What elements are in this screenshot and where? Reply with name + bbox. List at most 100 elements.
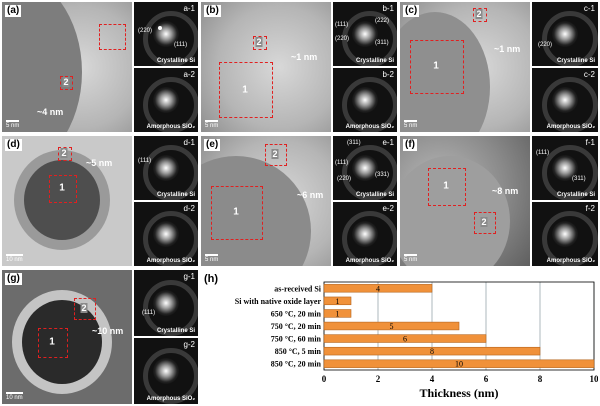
bar-data-label: 8 bbox=[430, 347, 434, 356]
fft-ring bbox=[143, 348, 198, 404]
fft-caption: Amorphous SiO₂ bbox=[345, 258, 394, 264]
fft-e2: e-2 Amorphous SiO₂ bbox=[333, 202, 397, 266]
x-tick-label: 6 bbox=[484, 374, 489, 384]
fft-a1: a-1 (220) (111) Crystalline Si bbox=[134, 2, 198, 66]
fft-center bbox=[552, 21, 578, 47]
fft-c2: c-2 Amorphous SiO₂ bbox=[532, 68, 598, 132]
panel-label: (e) bbox=[204, 139, 221, 151]
fft-ring bbox=[542, 145, 598, 200]
hkl-label: (222) bbox=[375, 18, 390, 24]
hkl-label: (111) bbox=[174, 42, 188, 48]
fft-d1: d-1 (111) Crystalline Si bbox=[134, 136, 198, 200]
fft-ring bbox=[143, 145, 198, 200]
hkl-label: (111) bbox=[536, 150, 550, 156]
fft-caption: Crystalline Si bbox=[156, 58, 195, 64]
thickness-label: ~4 nm bbox=[37, 107, 64, 117]
fft-caption: Crystalline Si bbox=[355, 58, 394, 64]
region-number: 2 bbox=[80, 303, 88, 313]
tem-panel-d: (d) 1 2 ~5 nm 10 nm bbox=[2, 136, 132, 266]
fft-center bbox=[153, 221, 179, 247]
region-number: 1 bbox=[233, 206, 239, 218]
bar-data-label: 5 bbox=[390, 322, 394, 331]
fft-a2: a-2 Amorphous SiO₂ bbox=[134, 68, 198, 132]
thickness-label: ~1 nm bbox=[494, 44, 521, 54]
x-tick-label: 10 bbox=[590, 374, 599, 384]
fft-center bbox=[352, 221, 378, 247]
panel-label: (f) bbox=[403, 139, 417, 151]
fft-g2: g-2 Amorphous SiO₂ bbox=[134, 338, 198, 404]
x-axis-title: Thickness (nm) bbox=[419, 386, 498, 400]
fft-ring bbox=[342, 145, 397, 200]
x-tick-label: 4 bbox=[430, 374, 435, 384]
region-box bbox=[58, 147, 72, 161]
region-box bbox=[265, 144, 287, 166]
region-number: 1 bbox=[49, 336, 55, 348]
particle-shell bbox=[2, 2, 82, 132]
scale-bar: 5 nm bbox=[6, 120, 20, 129]
fft-ring bbox=[143, 211, 198, 266]
fft-id: c-2 bbox=[583, 70, 595, 79]
fft-id: b-2 bbox=[382, 70, 394, 79]
fft-f2: f-2 Amorphous SiO₂ bbox=[532, 202, 598, 266]
fft-ring bbox=[143, 280, 198, 336]
x-tick-label: 0 bbox=[322, 374, 327, 384]
region-number: 1 bbox=[59, 182, 65, 194]
scale-bar: 5 nm bbox=[205, 120, 219, 129]
fft-id: d-2 bbox=[183, 204, 195, 213]
region-box bbox=[38, 328, 68, 358]
fft-center bbox=[153, 21, 179, 47]
panel-label: (h) bbox=[204, 273, 219, 285]
fft-id: e-2 bbox=[382, 204, 394, 213]
bar-data-label: 6 bbox=[403, 335, 407, 344]
hkl-label: (220) bbox=[138, 28, 153, 34]
region-number: 2 bbox=[480, 217, 488, 227]
fft-f1: f-1 (111) (311) Crystalline Si bbox=[532, 136, 598, 200]
region-box bbox=[410, 40, 464, 94]
fft-caption: Crystalline Si bbox=[156, 192, 195, 198]
thickness-label: ~10 nm bbox=[92, 326, 124, 336]
y-category-label: 750 °C, 60 min bbox=[271, 335, 322, 344]
fft-ring bbox=[542, 211, 598, 266]
bar bbox=[323, 346, 541, 356]
bar-data-label: 4 bbox=[376, 284, 380, 293]
fft-id: e-1 bbox=[382, 138, 394, 147]
scale-bar: 10 nm bbox=[6, 392, 23, 401]
region-number: 1 bbox=[443, 180, 449, 192]
fft-id: g-1 bbox=[183, 272, 195, 281]
fft-caption: Crystalline Si bbox=[355, 192, 394, 198]
region-box bbox=[428, 168, 466, 206]
fft-center bbox=[153, 87, 179, 113]
panel-label: (b) bbox=[204, 5, 221, 17]
hkl-label: (331) bbox=[375, 172, 390, 178]
fft-caption: Amorphous SiO₂ bbox=[146, 258, 195, 264]
tem-panel-a: (a) 2 ~4 nm 5 nm bbox=[2, 2, 132, 132]
fft-b1: b-1 (111) (222) (220) (311) Crystalline … bbox=[333, 2, 397, 66]
fft-id: f-1 bbox=[585, 138, 595, 147]
region-box bbox=[74, 298, 96, 320]
fft-caption: Amorphous SiO₂ bbox=[546, 124, 595, 130]
region-box bbox=[49, 175, 77, 203]
fft-center bbox=[352, 87, 378, 113]
diffraction-spot bbox=[158, 26, 162, 30]
hkl-label: (220) bbox=[538, 42, 553, 48]
fft-ring bbox=[143, 11, 198, 66]
fft-center bbox=[153, 155, 179, 181]
y-category-label: 750 °C, 20 min bbox=[271, 322, 322, 331]
bar bbox=[323, 334, 487, 343]
thickness-label: ~8 nm bbox=[492, 186, 519, 196]
fft-ring bbox=[542, 77, 598, 132]
fft-e1: e-1 (311) (111) (220) (331) Crystalline … bbox=[333, 136, 397, 200]
hkl-label: (220) bbox=[335, 36, 350, 42]
fft-caption: Amorphous SiO₂ bbox=[345, 124, 394, 130]
hkl-label: (111) bbox=[142, 310, 156, 316]
fft-center bbox=[552, 221, 578, 247]
tem-panel-e: (e) 1 2 ~6 nm 5 nm bbox=[201, 136, 331, 266]
scale-bar: 5 nm bbox=[404, 254, 418, 263]
hkl-label: (311) bbox=[572, 176, 586, 182]
fft-caption: Crystalline Si bbox=[556, 58, 595, 64]
scale-bar: 5 nm bbox=[404, 120, 418, 129]
bar bbox=[323, 359, 595, 368]
region-number: 2 bbox=[475, 9, 483, 19]
fft-id: f-2 bbox=[585, 204, 595, 213]
region-number: 2 bbox=[271, 149, 279, 159]
